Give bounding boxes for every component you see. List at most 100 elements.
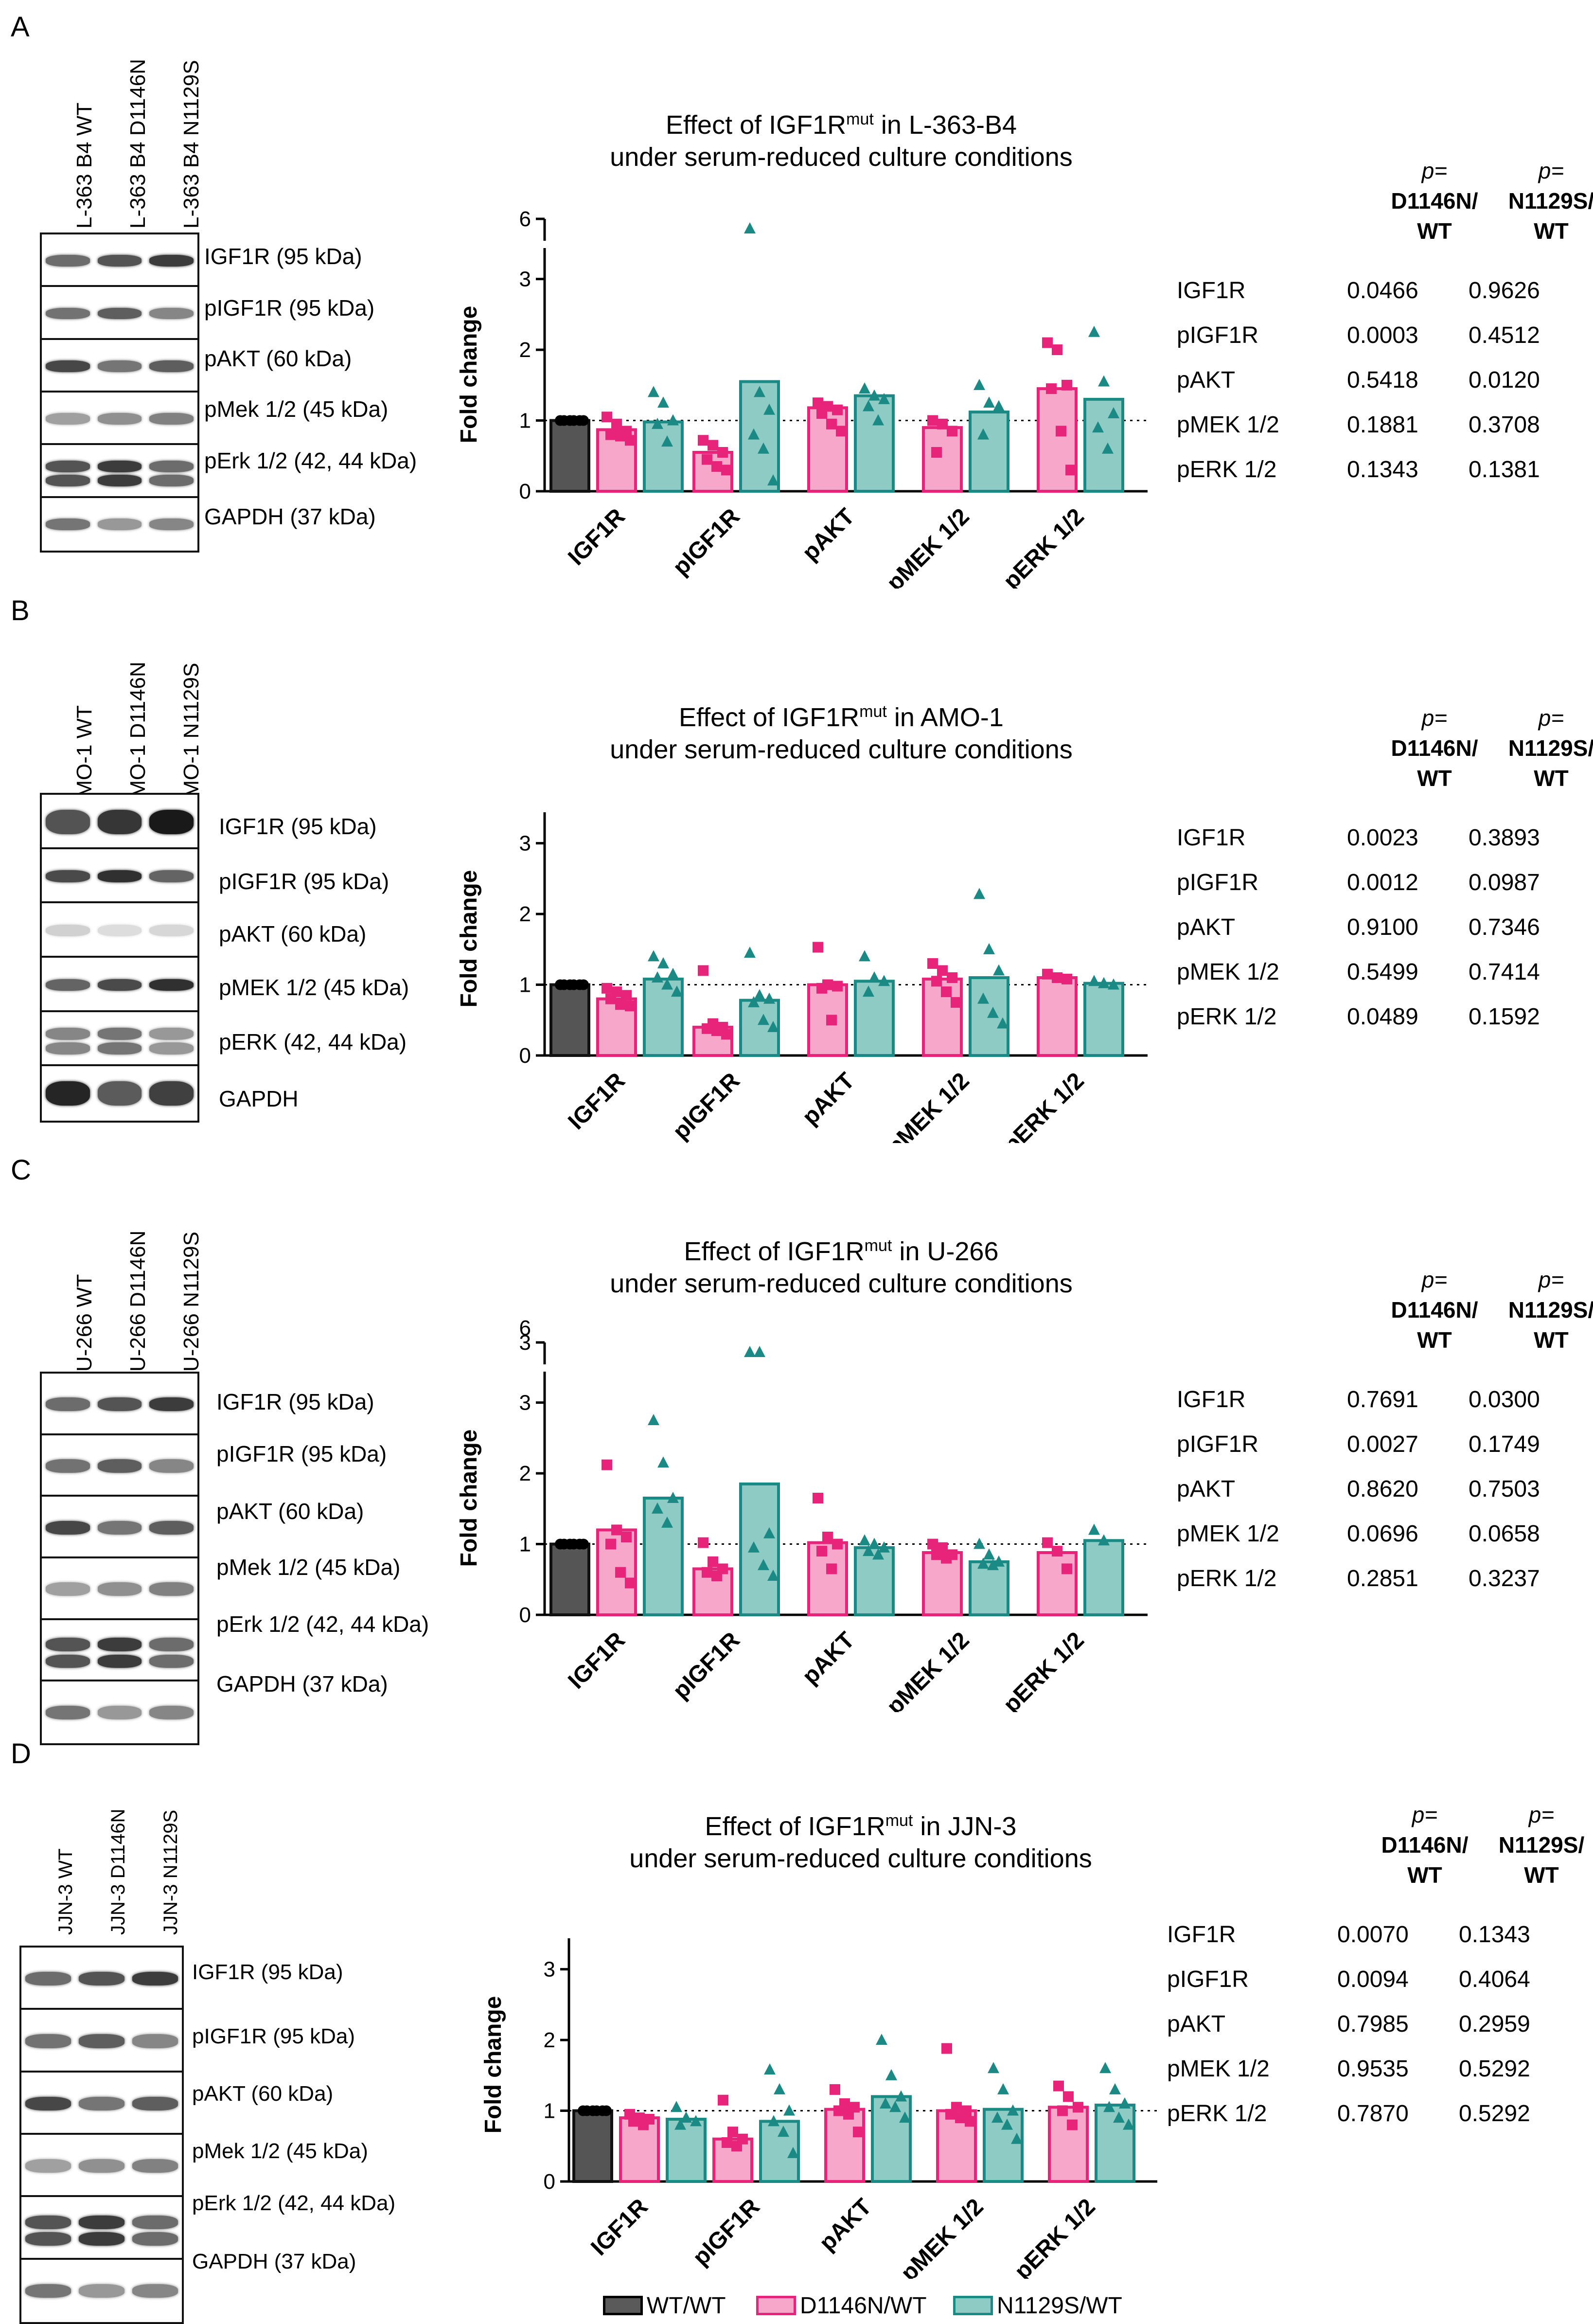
blot-band xyxy=(132,2232,178,2246)
x-tick-label: pIGF1R xyxy=(688,2194,765,2270)
p-row-label: pERK 1/2 xyxy=(1177,457,1277,483)
y-axis-label: Fold change xyxy=(457,870,482,1008)
lane-label: U-266 D1146N xyxy=(126,1230,150,1372)
bar-chart: Fold change 0 1 2 3 IGF1R pIGF1R pAKT pMEK 1/2 pE… xyxy=(481,1938,1157,2279)
blot-label: pAKT (60 kDa) xyxy=(216,1499,364,1524)
data-point xyxy=(931,447,942,458)
p-column-title: N1129S/ xyxy=(1508,1297,1593,1323)
data-point xyxy=(787,2146,799,2158)
data-point xyxy=(987,1006,999,1018)
data-point xyxy=(832,1538,843,1550)
data-point xyxy=(941,1553,952,1564)
data-point xyxy=(941,2043,952,2054)
y-tick-label: 0 xyxy=(519,480,531,503)
data-point xyxy=(1113,2111,1125,2123)
data-point xyxy=(822,1532,833,1542)
blot-label: IGF1R (95 kDa) xyxy=(204,244,362,269)
y-break-label: 6 xyxy=(519,1316,531,1340)
bar xyxy=(739,380,780,493)
data-point xyxy=(947,426,957,437)
y-break-label: 3 xyxy=(519,1331,531,1355)
p-column-title: WT xyxy=(1534,766,1569,791)
p-column-title: N1129S/ xyxy=(1508,735,1593,761)
p-column-title: WT xyxy=(1407,1862,1442,1888)
legend-item-d1146n: D1146N/WT xyxy=(756,2293,927,2319)
data-point xyxy=(744,947,756,958)
data-point xyxy=(708,1556,718,1567)
blot-band xyxy=(46,518,90,530)
data-point xyxy=(648,1414,659,1425)
data-point xyxy=(931,1549,942,1560)
panel-a: A L-363 B4 WT L-363 B4 D1146N L-363 B4 N… xyxy=(0,0,1593,589)
x-tick-label: pAKT xyxy=(797,1627,860,1689)
blot-band xyxy=(149,255,194,267)
lane-labels: U-266 WT U-266 D1146N U-266 N1129S xyxy=(37,1153,203,1372)
p-value: 0.0300 xyxy=(1469,1387,1540,1412)
data-point xyxy=(758,1014,769,1025)
blot-row xyxy=(42,795,197,849)
p-table-row: pIGF1R 0.0027 0.1749 xyxy=(1177,1431,1585,1476)
data-point xyxy=(661,435,673,447)
p-value: 0.1343 xyxy=(1347,457,1418,483)
lane-label: U-266 WT xyxy=(72,1274,96,1372)
data-point xyxy=(568,1538,579,1550)
x-tick-label: pMEK 1/2 xyxy=(882,1627,974,1712)
bar xyxy=(807,1541,848,1616)
lane-label: L-363 B4 WT xyxy=(72,102,96,229)
data-point xyxy=(826,1015,837,1026)
data-point xyxy=(578,979,589,990)
p-table-row: pIGF1R 0.0012 0.0987 xyxy=(1177,869,1585,914)
blot-band xyxy=(132,2034,178,2048)
data-point xyxy=(605,1538,616,1550)
data-point xyxy=(568,415,579,426)
data-point xyxy=(1057,2105,1068,2116)
blot-band xyxy=(149,360,194,372)
p-column-title: D1146N/ xyxy=(1391,188,1478,214)
p-row-label: pMEK 1/2 xyxy=(1167,2056,1270,2082)
data-point xyxy=(674,2118,686,2130)
blot-band xyxy=(97,1705,142,1719)
data-point xyxy=(615,430,626,442)
data-point xyxy=(863,1545,874,1556)
blot-band xyxy=(149,1042,194,1055)
blot-label: pErk 1/2 (42, 44 kDa) xyxy=(204,448,417,473)
blot-band xyxy=(97,1042,142,1055)
p-value: 0.7870 xyxy=(1337,2101,1409,2127)
chart-title: Effect of IGF1Rmut in U-266 under serum-… xyxy=(467,1230,1216,1300)
chart-title-text: Effect of IGF1R xyxy=(684,1237,865,1266)
p-row-label: pIGF1R xyxy=(1167,1966,1249,1992)
data-point xyxy=(667,967,679,979)
p-label: p= xyxy=(1538,158,1564,183)
data-point xyxy=(657,1456,669,1468)
legend-label: N1129S/WT xyxy=(997,2292,1122,2319)
blot-band xyxy=(46,1081,90,1106)
x-tick-label: pMEK 1/2 xyxy=(896,2194,989,2279)
chart-title-text: in U-266 xyxy=(892,1237,999,1266)
data-point xyxy=(717,447,728,458)
data-point xyxy=(702,1023,712,1034)
legend-swatch xyxy=(953,2296,993,2315)
p-table-header: p= N1129S/WT xyxy=(1478,1800,1593,1890)
blot-band xyxy=(46,413,90,425)
bar xyxy=(739,1482,780,1616)
blot-band xyxy=(79,2232,124,2246)
data-point xyxy=(625,1577,636,1589)
data-point xyxy=(937,418,948,429)
data-point xyxy=(937,965,948,976)
blot-band xyxy=(149,1397,194,1412)
p-column-title: D1146N/ xyxy=(1391,735,1478,761)
p-value: 0.7503 xyxy=(1469,1476,1540,1502)
p-value: 0.0489 xyxy=(1347,1004,1418,1030)
bar xyxy=(969,1560,1009,1616)
blot-band xyxy=(97,979,142,991)
p-value: 0.7691 xyxy=(1347,1387,1418,1412)
p-table-row: pAKT 0.8620 0.7503 xyxy=(1177,1476,1585,1520)
blot-label: pIGF1R (95 kDa) xyxy=(204,295,375,321)
blot-band xyxy=(97,1081,142,1106)
p-value: 0.9100 xyxy=(1347,914,1418,940)
blot-row xyxy=(42,1012,197,1067)
data-point xyxy=(721,465,732,476)
data-point xyxy=(826,1563,837,1574)
data-point xyxy=(763,1527,775,1538)
data-point xyxy=(993,964,1005,976)
